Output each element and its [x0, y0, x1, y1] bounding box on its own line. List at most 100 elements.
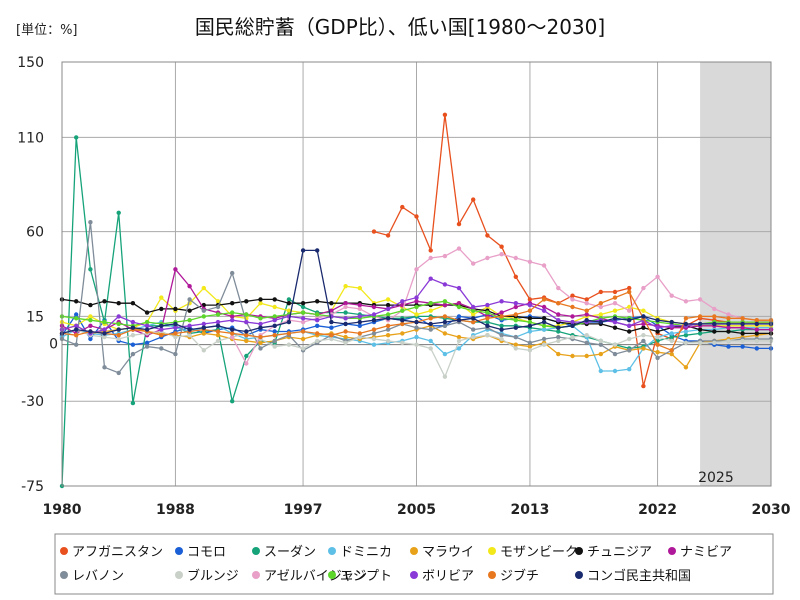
data-point [513, 342, 518, 347]
data-point [598, 342, 603, 347]
data-point [173, 306, 178, 312]
data-point [357, 285, 362, 291]
y-tick-label: 150 [17, 55, 44, 71]
data-point [144, 340, 150, 345]
data-point [102, 365, 107, 370]
data-point [258, 346, 263, 351]
data-point [471, 319, 476, 325]
data-point [740, 321, 745, 327]
data-point [400, 308, 405, 313]
legend-label: エジプト [340, 569, 392, 584]
data-point [471, 312, 476, 317]
y-tick-label: 60 [26, 225, 44, 241]
legend-item: マラウイ [410, 545, 474, 560]
legend-item: ドミニカ [328, 545, 392, 560]
data-point [641, 285, 646, 291]
data-point [513, 304, 518, 310]
legend-marker [60, 571, 68, 579]
data-point [556, 334, 561, 340]
legend-label: スーダン [264, 545, 316, 560]
data-point [428, 308, 433, 313]
data-point [456, 338, 462, 344]
legend-label: コンゴ民主共和国 [587, 568, 691, 584]
data-point [258, 334, 263, 340]
data-point [541, 336, 547, 342]
data-point [343, 329, 348, 334]
data-point [428, 301, 433, 306]
data-point [641, 325, 646, 330]
data-point [414, 325, 419, 330]
data-point [612, 301, 618, 306]
data-point [456, 314, 462, 319]
data-point [655, 355, 660, 361]
data-point [499, 299, 504, 304]
data-point [230, 314, 235, 319]
data-point [116, 210, 121, 215]
data-point [627, 318, 632, 323]
data-point [159, 323, 164, 328]
data-point [570, 304, 575, 310]
data-point [584, 308, 589, 313]
data-point [513, 312, 518, 317]
data-point [371, 229, 377, 234]
data-point [286, 319, 292, 325]
data-point [485, 233, 490, 238]
data-point [612, 319, 618, 325]
data-point [740, 344, 745, 349]
data-point [485, 310, 490, 315]
data-point [272, 344, 277, 349]
data-point [215, 338, 221, 344]
data-point [74, 299, 79, 304]
data-point [215, 333, 221, 338]
data-point [258, 301, 263, 306]
data-point [485, 255, 490, 261]
data-point [315, 318, 320, 323]
data-point [272, 318, 277, 323]
data-point [102, 319, 107, 325]
data-point [527, 323, 533, 328]
data-point [641, 314, 646, 319]
data-point [371, 318, 377, 323]
data-point [598, 351, 603, 357]
data-point [329, 319, 334, 325]
data-point [627, 348, 632, 353]
data-point [371, 304, 377, 310]
data-point [669, 319, 674, 325]
data-point [88, 329, 93, 334]
data-point [726, 321, 731, 327]
data-point [697, 331, 703, 336]
data-point [456, 334, 462, 340]
data-point [74, 333, 79, 338]
data-point [598, 338, 603, 344]
legend-label: アゼルバイジャン [264, 569, 367, 584]
data-point [428, 248, 433, 253]
series-lines [59, 112, 774, 489]
data-point [485, 319, 490, 325]
data-point [499, 327, 504, 332]
data-point [300, 301, 306, 306]
data-point [669, 293, 674, 298]
data-point [130, 333, 136, 338]
data-point [159, 346, 164, 351]
data-point [286, 301, 292, 306]
data-point [329, 308, 334, 313]
data-point [244, 338, 249, 344]
data-point [414, 312, 419, 317]
data-point [669, 331, 674, 336]
data-point [343, 340, 348, 345]
data-point [527, 259, 533, 264]
data-point [570, 293, 575, 298]
data-point [655, 334, 660, 340]
data-point [300, 329, 306, 334]
data-point [527, 348, 533, 353]
data-point [357, 314, 362, 319]
data-point [187, 323, 192, 328]
data-point [74, 327, 79, 332]
data-point [641, 383, 646, 389]
legend-item: ブルンジ [175, 568, 239, 584]
data-point [130, 351, 136, 357]
data-point [428, 316, 433, 321]
data-point [485, 323, 490, 328]
data-point [329, 325, 334, 330]
data-point [385, 316, 391, 321]
